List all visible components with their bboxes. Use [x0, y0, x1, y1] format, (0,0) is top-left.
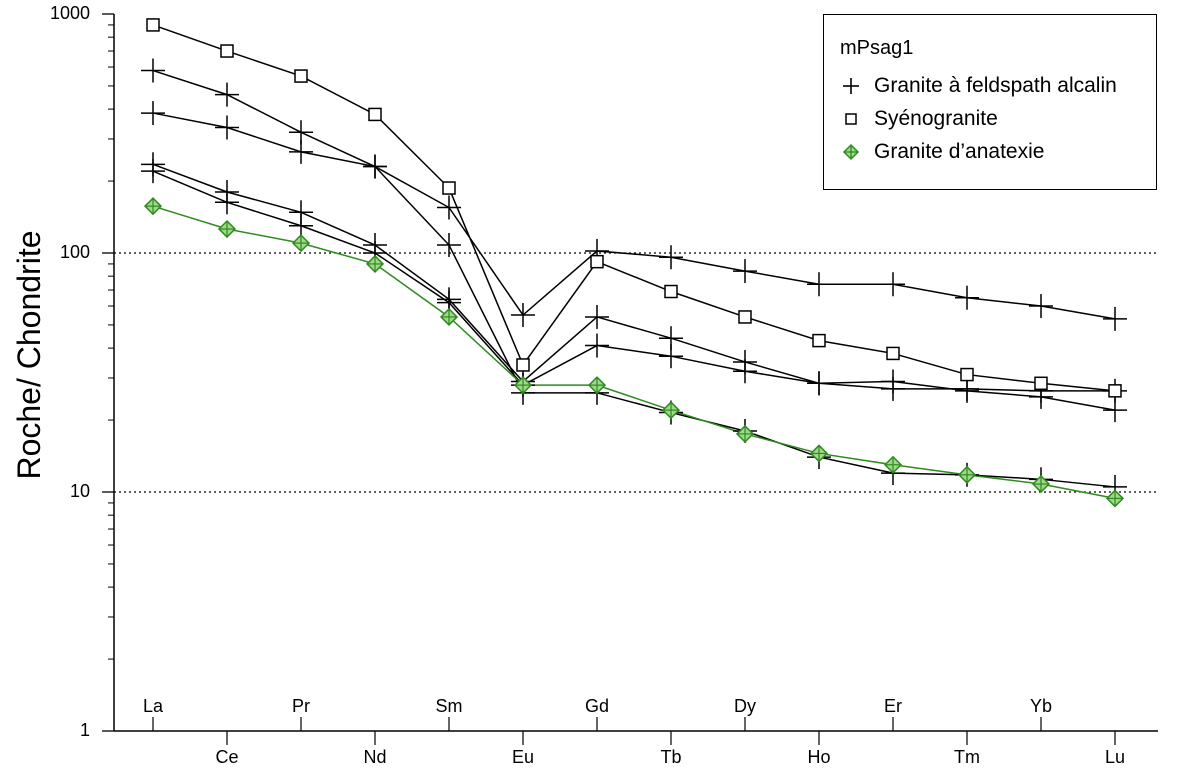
- data-point-plus: [141, 58, 165, 83]
- data-point-plus: [141, 159, 165, 184]
- y-axis-label: Roche/ Chondrite: [11, 230, 47, 479]
- x-tick-label: Yb: [1030, 696, 1052, 716]
- data-point-diamond: [661, 401, 681, 420]
- data-point-plus: [511, 303, 535, 328]
- data-point-diamond: [291, 234, 311, 253]
- series-line: [152, 170, 1115, 392]
- data-point-diamond: [883, 455, 903, 474]
- data-point-square: [812, 333, 826, 348]
- data-point-square: [146, 18, 160, 32]
- data-point-plus: [807, 272, 831, 297]
- data-point-diamond: [809, 444, 829, 463]
- data-point-plus: [659, 344, 683, 369]
- data-point-diamond: [957, 465, 977, 484]
- data-point-plus: [1103, 306, 1127, 331]
- data-point-diamond: [587, 376, 607, 395]
- data-point-plus: [733, 259, 757, 284]
- data-point-square: [664, 284, 678, 299]
- legend-entry-syenogranite: Syénogranite: [838, 104, 998, 134]
- y-tick-label: 1000: [50, 3, 90, 23]
- legend-label-syenogranite: Syénogranite: [874, 107, 998, 130]
- data-point-square: [368, 107, 382, 122]
- axes: 1 10 100 1000 La Ce Pr Nd Sm Eu Gd Tb Dy Ho Er Tm Yb Lu: [50, 3, 1158, 767]
- x-tick-label: La: [143, 696, 164, 716]
- data-point-square: [1034, 376, 1048, 391]
- legend-entry-feldspath: Granite à feldspath alcalin: [838, 71, 1117, 101]
- data-point-plus: [881, 376, 905, 401]
- data-point-diamond: [513, 376, 533, 395]
- data-point-plus: [289, 213, 313, 238]
- data-point-square: [294, 69, 308, 83]
- series-line: [152, 205, 1116, 500]
- data-point-diamond: [735, 424, 755, 443]
- y-tick-label: 10: [70, 481, 90, 501]
- plus-marker-icon: [843, 78, 859, 94]
- x-tick-label: Er: [884, 696, 902, 716]
- series-line: [152, 24, 1116, 392]
- diamond-plus-marker-icon: [842, 143, 860, 161]
- data-point-plus: [585, 304, 609, 329]
- data-point-plus: [215, 190, 239, 215]
- x-tick-label: Ho: [807, 747, 830, 767]
- x-tick-label: Ce: [215, 747, 238, 767]
- data-point-plus: [955, 285, 979, 310]
- data-point-plus: [363, 154, 387, 179]
- series-line: [152, 112, 1116, 488]
- data-point-diamond: [1031, 474, 1051, 494]
- x-tick-label: Pr: [292, 696, 310, 716]
- x-tick-label: Tm: [954, 747, 980, 767]
- data-point-plus: [141, 101, 165, 126]
- data-point-plus: [585, 333, 609, 358]
- x-tick-label: Lu: [1105, 747, 1125, 767]
- square-marker-icon: [845, 113, 857, 125]
- y-tick-label: 100: [60, 242, 90, 262]
- data-point-square: [442, 181, 456, 195]
- reference-lines: [114, 252, 1158, 493]
- data-point-plus: [215, 115, 239, 140]
- data-point-square: [220, 44, 234, 58]
- legend-label-anatexie: Granite d’anatexie: [874, 140, 1045, 163]
- data-point-square: [1108, 384, 1122, 398]
- data-point-square: [738, 310, 752, 324]
- x-tick-label: Tb: [660, 747, 681, 767]
- data-point-diamond: [143, 197, 163, 216]
- legend-label-feldspath: Granite à feldspath alcalin: [874, 74, 1117, 97]
- data-point-square: [886, 346, 900, 361]
- data-point-plus: [1029, 294, 1053, 319]
- data-point-plus: [437, 195, 461, 220]
- data-point-plus: [215, 82, 239, 107]
- legend-entry-anatexie: Granite d’anatexie: [838, 137, 1044, 167]
- x-tick-label: Eu: [512, 747, 534, 767]
- data-point-diamond: [439, 307, 459, 327]
- series-layer: [141, 18, 1127, 508]
- data-point-diamond: [217, 219, 237, 239]
- data-point-plus: [881, 272, 905, 297]
- data-point-plus: [289, 139, 313, 164]
- legend-title: mPsag1: [840, 37, 914, 59]
- data-point-square: [516, 358, 530, 372]
- x-tick-label: Nd: [363, 747, 386, 767]
- data-point-square: [590, 254, 604, 269]
- data-point-diamond: [365, 254, 385, 273]
- data-point-plus: [807, 371, 831, 396]
- x-tick-label: Sm: [436, 696, 463, 716]
- data-point-plus: [437, 233, 461, 258]
- legend: mPsag1 Granite à feldspath alcalin Syéno…: [823, 14, 1157, 190]
- data-point-diamond: [1105, 489, 1125, 508]
- data-point-square: [960, 367, 974, 382]
- x-tick-label: Dy: [734, 696, 756, 716]
- series-line: [152, 69, 1116, 320]
- data-point-plus: [659, 245, 683, 270]
- y-tick-label: 1: [80, 720, 90, 740]
- x-tick-label: Gd: [585, 696, 609, 716]
- data-point-plus: [733, 359, 757, 384]
